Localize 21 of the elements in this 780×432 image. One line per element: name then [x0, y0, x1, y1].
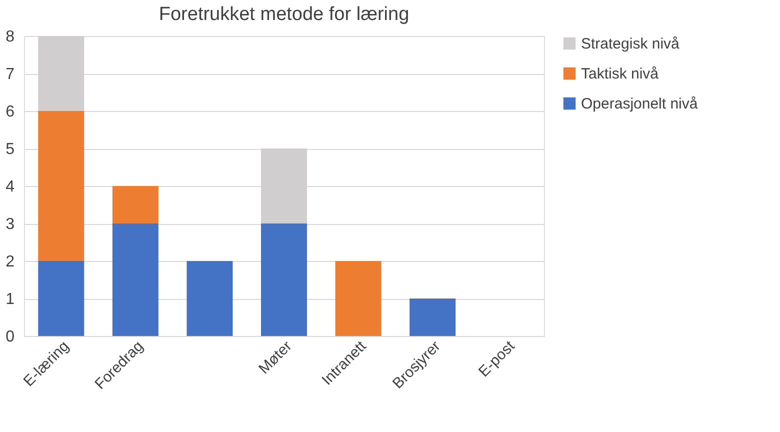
bar [112, 186, 158, 224]
legend-label: Operasjonelt nivå [581, 96, 698, 112]
y-tick-label: 8 [6, 28, 15, 46]
legend-label: Strategisk nivå [581, 36, 680, 52]
bar [410, 298, 456, 336]
y-tick-label: 7 [6, 66, 15, 83]
chart-title: Foretrukket metode for læring [158, 4, 410, 25]
y-tick-label: 2 [6, 254, 15, 270]
y-tick-label: 0 [6, 328, 15, 346]
legend-label: Taktisk nivå [581, 66, 660, 82]
bar [335, 261, 382, 336]
y-tick-label: 3 [6, 216, 15, 233]
bar [38, 111, 84, 261]
bar [112, 224, 158, 336]
y-tick-label: 6 [6, 104, 15, 120]
y-tick-label: 5 [6, 141, 15, 158]
bar [38, 261, 84, 336]
y-tick-label: 1 [6, 291, 15, 308]
bar [186, 261, 233, 336]
y-tick-label: 4 [6, 178, 15, 196]
bar [261, 224, 307, 336]
